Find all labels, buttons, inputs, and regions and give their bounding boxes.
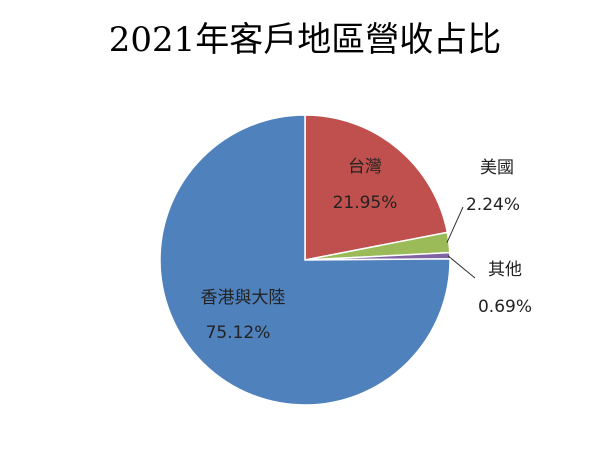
leader-line bbox=[446, 206, 464, 243]
value-label: 75.12% bbox=[206, 323, 271, 343]
leader-line bbox=[447, 255, 476, 279]
chart-title: 2021年客戶地區營收占比 bbox=[109, 20, 502, 60]
slice-label: 其他 bbox=[488, 260, 522, 280]
slice-label: 香港與大陸 bbox=[201, 288, 286, 308]
pie-slice bbox=[304, 114, 449, 261]
value-label: 21.95% bbox=[333, 193, 398, 213]
value-label: 0.69% bbox=[478, 297, 532, 317]
slice-label: 台灣 bbox=[348, 157, 382, 177]
value-label: 2.24% bbox=[466, 195, 520, 215]
pie-slice bbox=[159, 114, 451, 406]
slice-label: 美國 bbox=[480, 158, 514, 178]
